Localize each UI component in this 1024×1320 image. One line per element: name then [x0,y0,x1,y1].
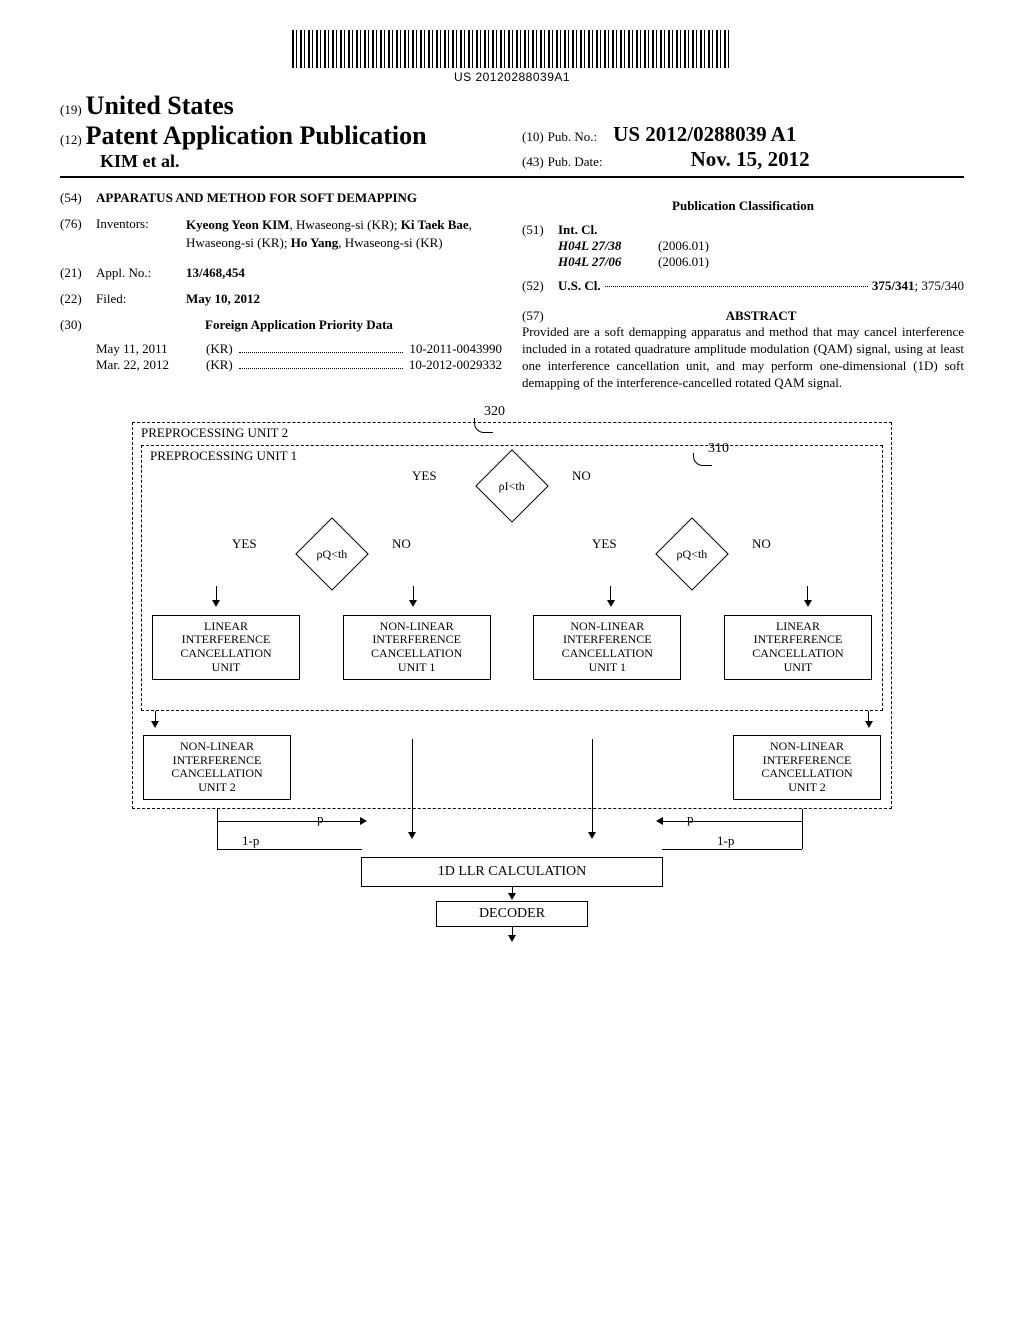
no-label: NO [392,536,411,552]
intcl-label: Int. Cl. [558,222,964,238]
barcode-lines [292,30,732,68]
code-19: (19) [60,102,82,117]
code-30: (30) [60,317,96,333]
barcode-text: US 20120288039A1 [292,70,732,84]
intcl-row: H04L 27/38 (2006.01) [558,238,964,254]
yes-label: YES [592,536,617,552]
pub-no-label: Pub. No.: [548,129,597,144]
decoder-box: DECODER [436,901,588,927]
flowchart-diagram: 320 PREPROCESSING UNIT 2 310 PREPROCESSI… [132,422,892,937]
code-43: (43) [522,154,544,169]
authors-line: KIM et al. [60,151,502,172]
code-52: (52) [522,278,558,294]
linear-cancellation-box: LINEARINTERFERENCECANCELLATIONUNIT [724,615,872,680]
intcl-row: H04L 27/06 (2006.01) [558,254,964,270]
decision-rho-q-right: ρQ<th [655,517,729,591]
pub-no: US 2012/0288039 A1 [613,122,796,146]
inventors-list: Kyeong Yeon KIM, Hwaseong-si (KR); Ki Ta… [186,216,502,251]
barcode-region: US 20120288039A1 [60,30,964,86]
code-54: (54) [60,190,96,206]
filed-date: May 10, 2012 [186,291,502,307]
preprocessing-unit-2-label: PREPROCESSING UNIT 2 [139,425,290,441]
decision-rho-q-left: ρQ<th [295,517,369,591]
foreign-priority-row: Mar. 22, 2012 (KR) 10-2012-0029332 [96,357,502,373]
header: (19) United States (12) Patent Applicati… [60,91,964,178]
llr-calculation-box: 1D LLR CALCULATION [361,857,663,887]
invention-title: APPARATUS AND METHOD FOR SOFT DEMAPPING [96,190,502,206]
preprocessing-unit-2-box: PREPROCESSING UNIT 2 310 PREPROCESSING U… [132,422,892,809]
code-76: (76) [60,216,96,251]
code-21: (21) [60,265,96,281]
appl-no: 13/468,454 [186,265,502,281]
decision-rho-i: ρI<th [475,449,549,523]
p-label: p [687,811,694,827]
code-51: (51) [522,222,558,270]
code-12: (12) [60,132,82,147]
no-label: NO [572,468,591,484]
one-minus-p-label: 1-p [242,833,259,849]
yes-label: YES [232,536,257,552]
p-label: p [317,811,324,827]
classification-title: Publication Classification [522,198,964,214]
publication-type: Patent Application Publication [86,121,427,150]
nonlinear-cancellation-1-box: NON-LINEARINTERFERENCECANCELLATIONUNIT 1 [343,615,491,680]
nonlinear-cancellation-2-box: NON-LINEARINTERFERENCECANCELLATIONUNIT 2 [143,735,291,800]
filed-label: Filed: [96,291,186,307]
uscl-label: U.S. Cl. [558,278,601,294]
preprocessing-unit-1-box: PREPROCESSING UNIT 1 YES ρI<th NO YES ρQ… [141,445,883,711]
pub-date-label: Pub. Date: [548,154,603,169]
no-label: NO [752,536,771,552]
abstract-label: ABSTRACT [558,308,964,324]
one-minus-p-label: 1-p [717,833,734,849]
inventors-label: Inventors: [96,216,186,251]
pub-date: Nov. 15, 2012 [691,147,810,171]
code-57: (57) [522,308,558,324]
appl-no-label: Appl. No.: [96,265,186,281]
nonlinear-cancellation-1-box: NON-LINEARINTERFERENCECANCELLATIONUNIT 1 [533,615,681,680]
code-10: (10) [522,129,544,144]
foreign-priority-title: Foreign Application Priority Data [96,317,502,333]
yes-label: YES [412,468,437,484]
nonlinear-cancellation-2-box: NON-LINEARINTERFERENCECANCELLATIONUNIT 2 [733,735,881,800]
abstract-text: Provided are a soft demapping apparatus … [522,324,964,392]
country-name: United States [86,91,234,120]
code-22: (22) [60,291,96,307]
linear-cancellation-box: LINEARINTERFERENCECANCELLATIONUNIT [152,615,300,680]
uscl-values: 375/341; 375/340 [872,278,964,294]
bibliographic-section: (54) APPARATUS AND METHOD FOR SOFT DEMAP… [60,190,964,392]
